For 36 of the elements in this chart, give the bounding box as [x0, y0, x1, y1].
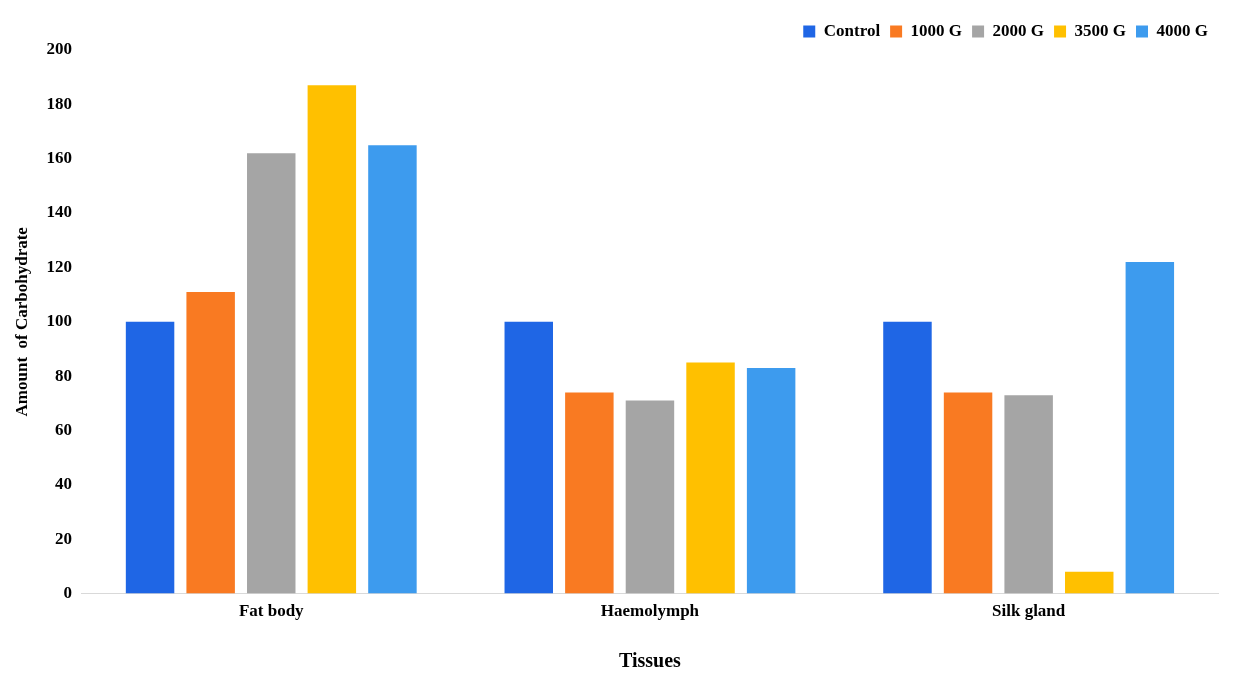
y-tick-label: 140	[46, 202, 72, 222]
bar	[504, 321, 553, 594]
x-tick-label: Fat body	[238, 601, 305, 621]
bar	[883, 321, 932, 594]
y-tick-label: 160	[46, 148, 72, 168]
x-tick-label: Silk gland	[992, 601, 1066, 621]
legend-label: Control	[823, 20, 881, 40]
y-tick-label: 40	[54, 474, 72, 494]
y-tick-label: 60	[54, 419, 72, 439]
y-axis-title: Amount of Carbohydrate	[11, 226, 31, 417]
y-tick-label: 180	[46, 93, 72, 113]
bar	[625, 400, 675, 594]
bar	[943, 392, 993, 594]
bar	[247, 153, 296, 594]
bar	[307, 85, 357, 594]
bar	[1125, 262, 1175, 594]
bar	[565, 392, 614, 594]
y-tick-label: 100	[46, 311, 72, 331]
x-tick-label: Haemolymph	[600, 601, 700, 621]
legend-label: 4000 G	[1156, 20, 1209, 40]
y-tick-label: 120	[46, 256, 72, 276]
legend-label: 1000 G	[910, 20, 963, 40]
y-tick-label: 200	[46, 39, 72, 59]
bar	[686, 362, 735, 594]
y-tick-label: 80	[54, 365, 72, 385]
bar	[368, 145, 417, 594]
y-tick-label: 20	[54, 528, 72, 548]
bar	[125, 321, 175, 594]
bar	[1004, 395, 1053, 594]
legend-label: 3500 G	[1074, 20, 1127, 40]
x-axis-title: Tissues	[619, 649, 682, 672]
bar	[186, 291, 235, 594]
bar	[1065, 571, 1114, 594]
y-tick-label: 0	[63, 582, 72, 602]
bar	[746, 368, 796, 594]
legend-label: 2000 G	[992, 20, 1045, 40]
